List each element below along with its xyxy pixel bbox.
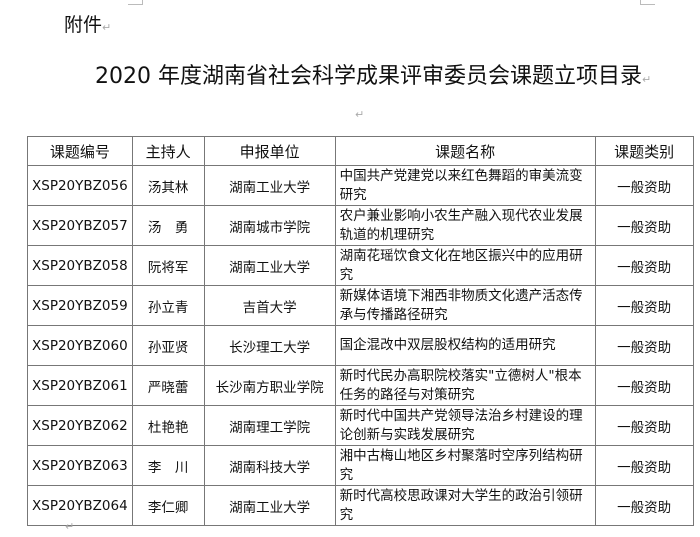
table-row: XSP20YBZ061 严晓蕾 长沙南方职业学院 新时代民办高职院校落实"立德树人"根… — [27, 365, 694, 406]
table-row: XSP20YBZ057 汤 勇湖南城市学院 农户兼业影响小农生产融入现代农业发展轨道… — [27, 205, 694, 246]
unit-cell: 吉首大学 — [203, 285, 336, 326]
paragraph-mark: ↵ — [355, 108, 365, 121]
category-cell: 一般资助 — [594, 445, 694, 486]
column-header: 主持人 — [131, 136, 205, 166]
table-row: XSP20YBZ059 孙立青 吉首大学 新媒体语境下湘西非物质文化遗产活态传承与传播… — [27, 285, 694, 326]
host-cell: 严晓蕾 — [131, 365, 205, 406]
unit-cell: 湖南工业大学 — [203, 485, 336, 526]
project-name-cell: 中国共产党建党以来红色舞蹈的审美流变研究 — [334, 165, 596, 206]
column-header: 课题编号 — [27, 136, 133, 166]
project-id-cell: XSP20YBZ062 — [27, 405, 133, 446]
table-row: XSP20YBZ056 汤其林 湖南工业大学 中国共产党建党以来红色舞蹈的审美流变研究… — [27, 165, 694, 206]
unit-cell: 长沙南方职业学院 — [203, 365, 336, 406]
host-cell: 汤其林 — [131, 165, 205, 206]
project-name-cell: 湘中古梅山地区乡村聚落时空序列结构研究 — [334, 445, 596, 486]
project-id-cell: XSP20YBZ060 — [27, 325, 133, 366]
page-title: 2020 年度湖南省社会科学成果评审委员会课题立项目录↵ — [95, 64, 652, 89]
host-cell: 汤 勇 — [131, 205, 205, 246]
table-row: XSP20YBZ058 阮将军 湖南工业大学 湖南花瑶饮食文化在地区振兴中的应用研究一… — [27, 245, 694, 286]
unit-cell: 湖南科技大学 — [203, 445, 336, 486]
project-id-cell: XSP20YBZ063 — [27, 445, 133, 486]
category-cell: 一般资助 — [594, 365, 694, 406]
unit-cell: 湖南工业大学 — [203, 245, 336, 286]
unit-cell: 湖南工业大学 — [203, 165, 336, 206]
category-cell: 一般资助 — [594, 165, 694, 206]
project-id-cell: XSP20YBZ057 — [27, 205, 133, 246]
project-name-cell: 新时代高校思政课对大学生的政治引领研究 — [334, 485, 596, 526]
category-cell: 一般资助 — [594, 205, 694, 246]
category-cell: 一般资助 — [594, 245, 694, 286]
project-name-cell: 新时代民办高职院校落实"立德树人"根本任务的路径与对策研究 — [334, 365, 596, 406]
host-cell: 杜艳艳 — [131, 405, 205, 446]
project-name-cell: 新媒体语境下湘西非物质文化遗产活态传承与传播路径研究 — [334, 285, 596, 326]
table-row: XSP20YBZ064 李仁卿 湖南工业大学 新时代高校思政课对大学生的政治引领研究一… — [27, 485, 694, 526]
category-cell: 一般资助 — [594, 485, 694, 526]
attachment-label: 附件↵ — [64, 14, 112, 36]
category-cell: 一般资助 — [594, 405, 694, 446]
margin-corner-mark — [640, 0, 655, 5]
host-cell: 李 川 — [131, 445, 205, 486]
table-row: XSP20YBZ060 孙亚贤 长沙理工大学 国企混改中双层股权结构的适用研究 一般资助 — [27, 325, 694, 366]
host-cell: 孙立青 — [131, 285, 205, 326]
project-id-cell: XSP20YBZ056 — [27, 165, 133, 206]
column-header: 申报单位 — [203, 136, 336, 166]
paragraph-mark: ↵ — [65, 520, 75, 533]
unit-cell: 湖南理工学院 — [203, 405, 336, 446]
host-cell: 孙亚贤 — [131, 325, 205, 366]
project-table: 课题编号 主持人 申报单位 课题名称 课题类别 XSP20YBZ056 汤其林 湖南工业大学… — [27, 136, 694, 526]
table-header-row: 课题编号 主持人 申报单位 课题名称 课题类别 — [27, 136, 694, 166]
table-row: XSP20YBZ063 李 川湖南科技大学 湘中古梅山地区乡村聚落时空序列结构研究一… — [27, 445, 694, 486]
host-cell: 阮将军 — [131, 245, 205, 286]
column-header: 课题名称 — [334, 136, 596, 166]
project-name-cell: 农户兼业影响小农生产融入现代农业发展轨道的机理研究 — [334, 205, 596, 246]
project-id-cell: XSP20YBZ059 — [27, 285, 133, 326]
project-name-cell: 国企混改中双层股权结构的适用研究 — [334, 325, 596, 366]
category-cell: 一般资助 — [594, 325, 694, 366]
project-id-cell: XSP20YBZ058 — [27, 245, 133, 286]
margin-corner-mark — [128, 0, 143, 5]
project-id-cell: XSP20YBZ061 — [27, 365, 133, 406]
unit-cell: 长沙理工大学 — [203, 325, 336, 366]
project-name-cell: 湖南花瑶饮食文化在地区振兴中的应用研究 — [334, 245, 596, 286]
project-id-cell: XSP20YBZ064 — [27, 485, 133, 526]
category-cell: 一般资助 — [594, 285, 694, 326]
table-row: XSP20YBZ062 杜艳艳 湖南理工学院 新时代中国共产党领导法治乡村建设的理论创… — [27, 405, 694, 446]
unit-cell: 湖南城市学院 — [203, 205, 336, 246]
column-header: 课题类别 — [594, 136, 694, 166]
project-name-cell: 新时代中国共产党领导法治乡村建设的理论创新与实践发展研究 — [334, 405, 596, 446]
host-cell: 李仁卿 — [131, 485, 205, 526]
